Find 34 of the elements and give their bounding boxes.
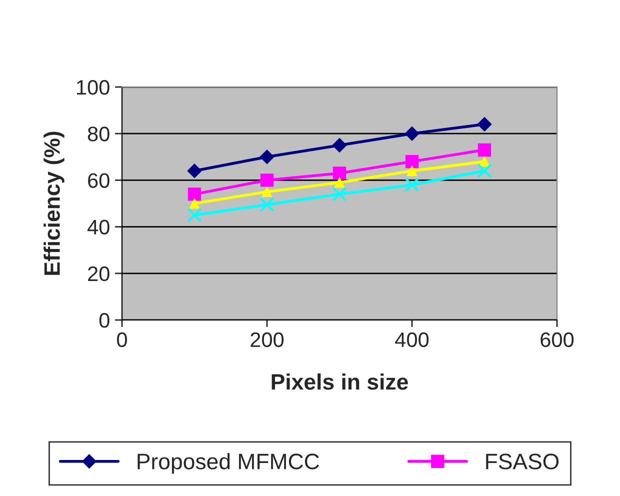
point [187, 164, 202, 178]
y-tick-label: 20 [88, 266, 110, 282]
point [262, 186, 272, 198]
point [478, 143, 492, 157]
point [406, 166, 418, 176]
point [405, 154, 419, 168]
point [187, 208, 202, 222]
x-tick-label: 0 [117, 332, 127, 348]
y-tick-label: 100 [77, 80, 110, 95]
point [188, 188, 202, 201]
point [260, 150, 274, 164]
y-tick-label: 0 [99, 313, 110, 328]
point [404, 178, 420, 192]
point [477, 164, 492, 178]
point [332, 166, 346, 180]
x-tick-label: 600 [540, 332, 574, 348]
y-axis-title: Efficiency (%) [44, 132, 64, 275]
point [404, 126, 420, 141]
legend-label: FSASO [486, 454, 559, 470]
point [189, 198, 200, 209]
point [332, 186, 347, 202]
y-tick-label: 80 [88, 126, 110, 142]
legend-label: Proposed MFMCC [138, 453, 320, 474]
point [260, 197, 274, 212]
x-axis-title: Pixels in size [272, 373, 408, 390]
point [479, 156, 490, 167]
y-tick-label: 40 [88, 220, 110, 235]
x-tick-label: 400 [395, 332, 429, 348]
point [332, 138, 347, 152]
y-tick-label: 60 [88, 173, 110, 188]
point [260, 174, 274, 187]
x-tick-label: 200 [250, 332, 284, 348]
point [334, 177, 345, 188]
point [477, 117, 492, 132]
